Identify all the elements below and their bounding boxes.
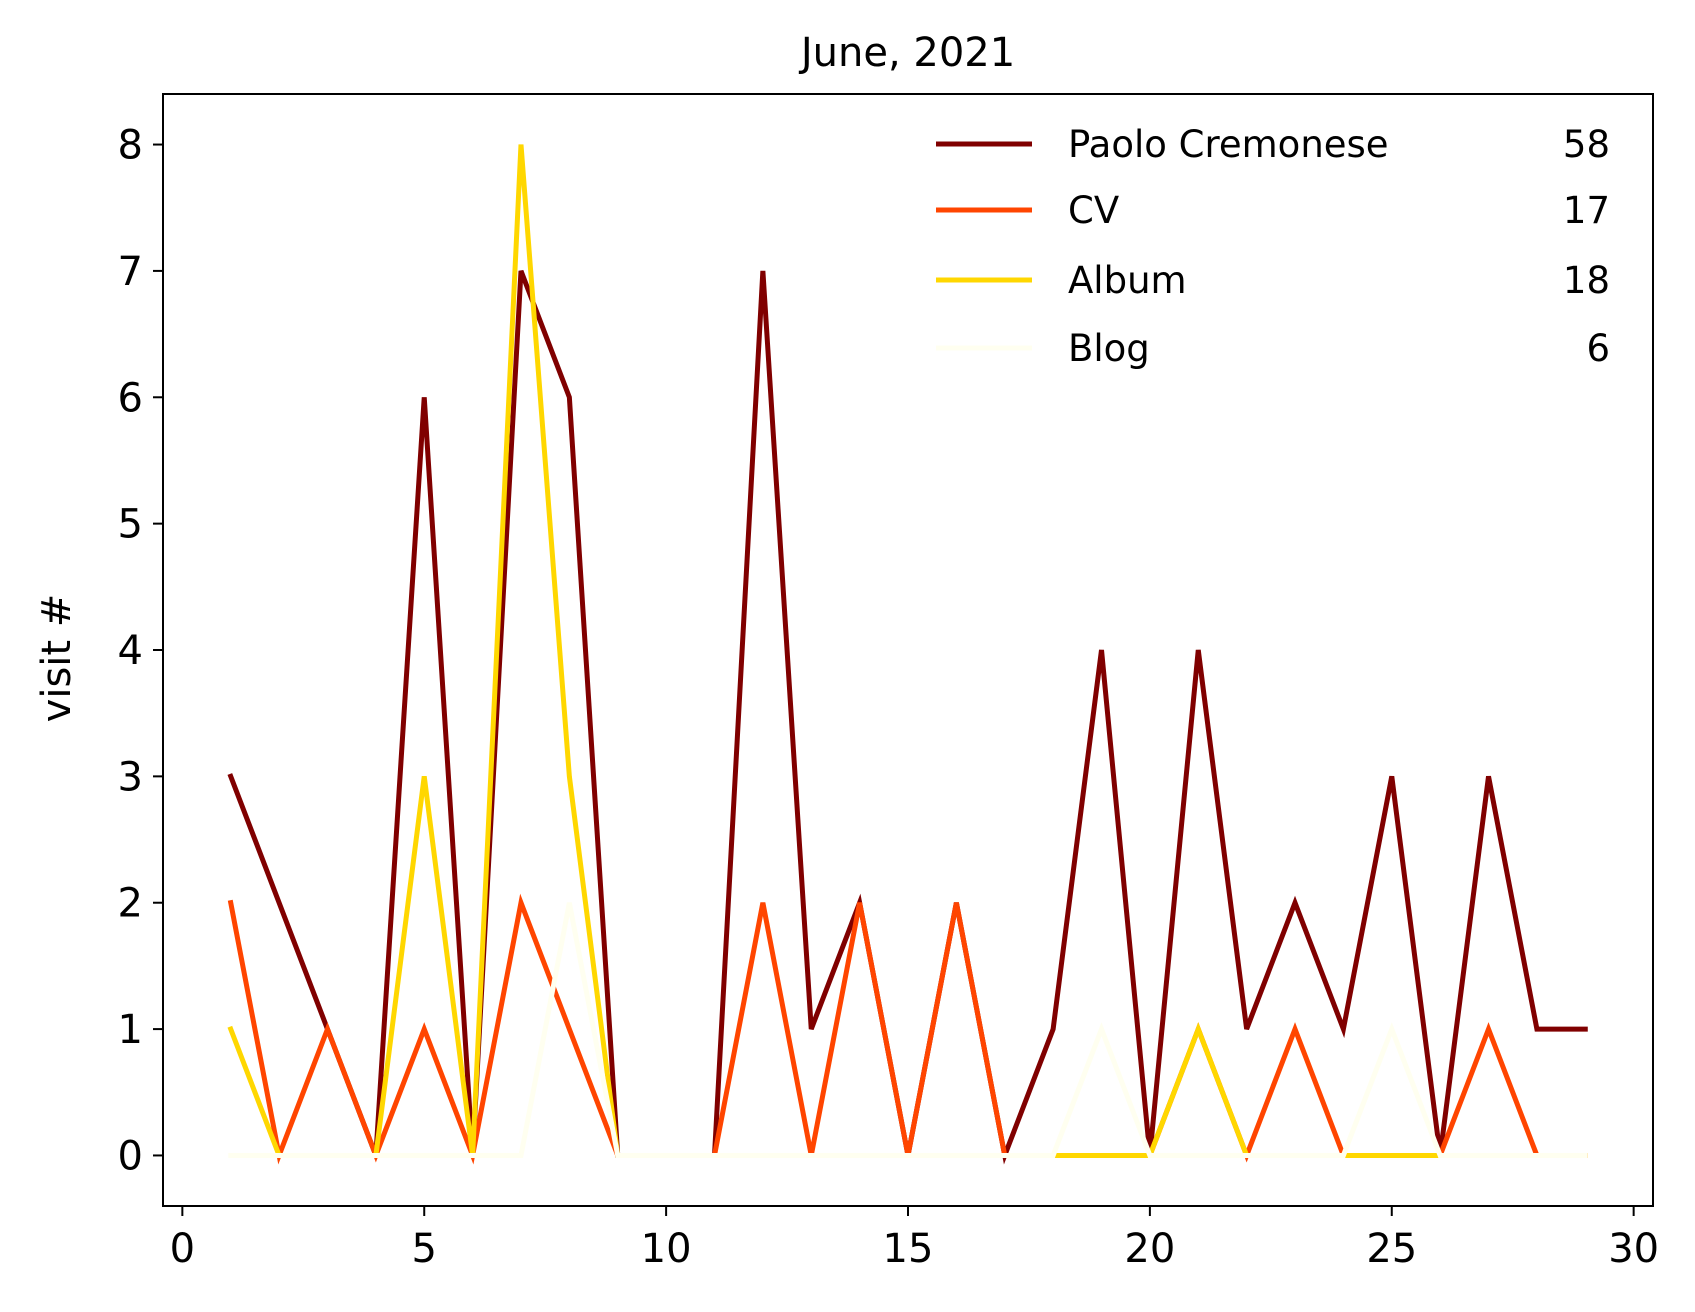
- x-tick-label: 5: [412, 1226, 437, 1272]
- legend-label-cv: CV: [1068, 189, 1119, 232]
- x-tick-label: 20: [1124, 1226, 1175, 1272]
- legend-total-paolo-cremonese: 58: [1563, 123, 1610, 166]
- y-tick-label: 8: [118, 123, 143, 169]
- x-tick-label: 25: [1366, 1226, 1417, 1272]
- x-axis: 0 5 10 15 20 25 30: [170, 1206, 1659, 1272]
- y-axis: 0 1 2 3 4 5 6 7 8: [118, 123, 163, 1179]
- x-tick-label: 10: [641, 1226, 692, 1272]
- y-tick-label: 3: [118, 754, 143, 800]
- series-layer: [227, 144, 1588, 1165]
- y-tick-label: 7: [118, 249, 143, 295]
- legend-label-blog: Blog: [1068, 327, 1150, 370]
- legend-total-cv: 17: [1563, 189, 1610, 232]
- y-tick-label: 5: [118, 502, 143, 548]
- y-tick-label: 2: [118, 881, 143, 927]
- legend-total-album: 18: [1563, 259, 1610, 302]
- legend-label-album: Album: [1068, 259, 1187, 302]
- y-tick-label: 0: [118, 1133, 143, 1179]
- y-tick-label: 4: [118, 628, 143, 674]
- x-tick-label: 30: [1608, 1226, 1659, 1272]
- x-tick-label: 15: [883, 1226, 934, 1272]
- legend-label-paolo-cremonese: Paolo Cremonese: [1068, 123, 1389, 166]
- legend-total-blog: 6: [1586, 327, 1610, 370]
- x-tick-label: 0: [170, 1226, 195, 1272]
- chart-title: June, 2021: [798, 30, 1015, 76]
- y-tick-label: 6: [118, 375, 143, 421]
- legend: Paolo Cremonese 58 CV 17 Album 18 Blog 6: [936, 123, 1610, 370]
- y-tick-label: 1: [118, 1007, 143, 1053]
- series-line-blog: [228, 902, 1588, 1158]
- y-axis-label: visit #: [34, 594, 80, 723]
